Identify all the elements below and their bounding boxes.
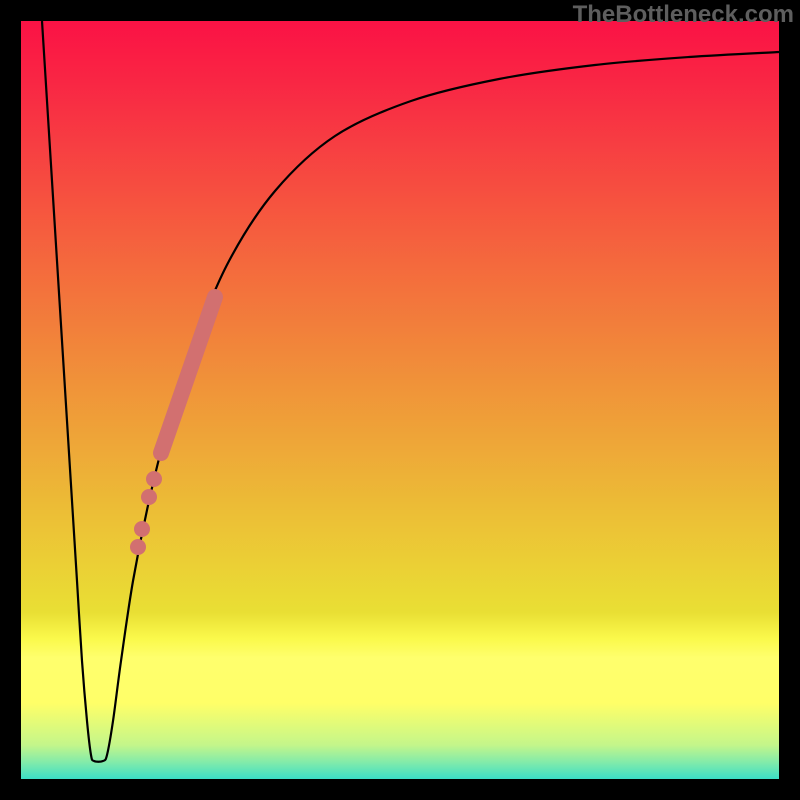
highlight-dot — [146, 471, 162, 487]
plot-svg — [21, 21, 779, 779]
gradient-background — [21, 21, 779, 779]
highlight-dot — [130, 539, 146, 555]
attribution-label: TheBottleneck.com — [573, 1, 794, 29]
plot-area — [21, 21, 779, 779]
highlight-dot — [134, 521, 150, 537]
highlight-dot — [141, 489, 157, 505]
chart-stage: TheBottleneck.com — [0, 0, 800, 800]
